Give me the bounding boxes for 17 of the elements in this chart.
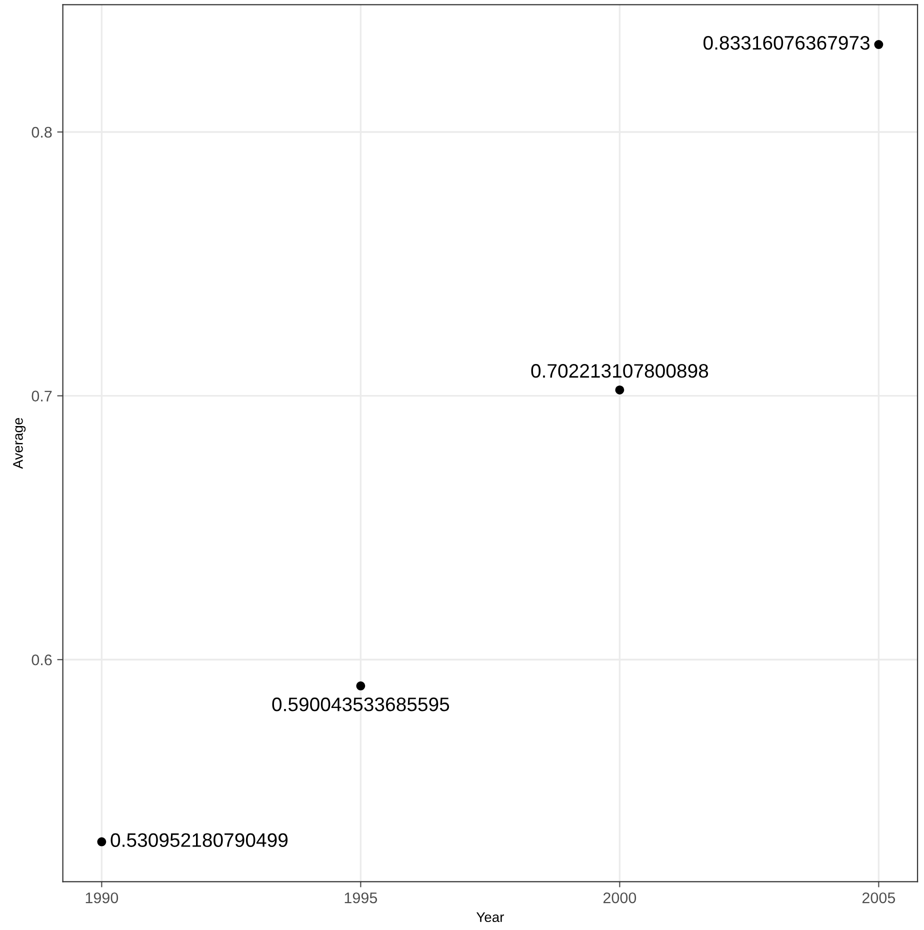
x-tick-label: 1990 xyxy=(86,892,118,904)
data-label: 0.530952180790499 xyxy=(110,833,288,847)
data-label: 0.702213107800898 xyxy=(531,364,708,378)
point xyxy=(356,681,366,690)
point xyxy=(615,385,624,394)
point xyxy=(97,837,106,846)
data-label: 0.590043533685595 xyxy=(272,698,450,712)
x-tick-label: 2000 xyxy=(603,892,636,904)
y-tick-label: 0.6 xyxy=(32,654,52,666)
y-tick-label: 0.7 xyxy=(32,390,52,402)
point xyxy=(874,40,884,50)
x-tick-label: 1995 xyxy=(344,892,378,904)
y-axis-title: Average xyxy=(13,418,26,469)
x-tick-label: 2005 xyxy=(862,892,896,904)
y-tick-label: 0.8 xyxy=(32,126,52,138)
data-label: 0.83316076367973 xyxy=(704,36,870,50)
x-axis-title: Year xyxy=(476,912,504,922)
